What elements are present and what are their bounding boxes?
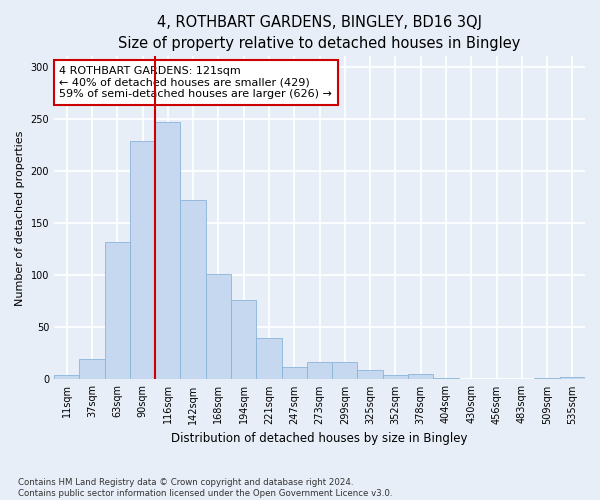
Bar [281,367,307,380]
Text: Contains HM Land Registry data © Crown copyright and database right 2024.
Contai: Contains HM Land Registry data © Crown c… [18,478,392,498]
Bar [332,362,358,380]
Bar [307,362,332,380]
Bar [560,378,585,380]
Bar [54,376,79,380]
Y-axis label: Number of detached properties: Number of detached properties [15,130,25,306]
Bar [231,300,256,380]
Bar [206,274,231,380]
X-axis label: Distribution of detached houses by size in Bingley: Distribution of detached houses by size … [171,432,468,445]
Bar [256,338,281,380]
Title: 4, ROTHBART GARDENS, BINGLEY, BD16 3QJ
Size of property relative to detached hou: 4, ROTHBART GARDENS, BINGLEY, BD16 3QJ S… [118,15,521,51]
Bar [181,200,206,380]
Bar [130,141,155,380]
Bar [358,370,383,380]
Bar [433,378,458,380]
Text: 4 ROTHBART GARDENS: 121sqm
← 40% of detached houses are smaller (429)
59% of sem: 4 ROTHBART GARDENS: 121sqm ← 40% of deta… [59,66,332,99]
Bar [104,242,130,380]
Bar [383,376,408,380]
Bar [535,378,560,380]
Bar [155,122,181,380]
Bar [79,358,104,380]
Bar [408,374,433,380]
